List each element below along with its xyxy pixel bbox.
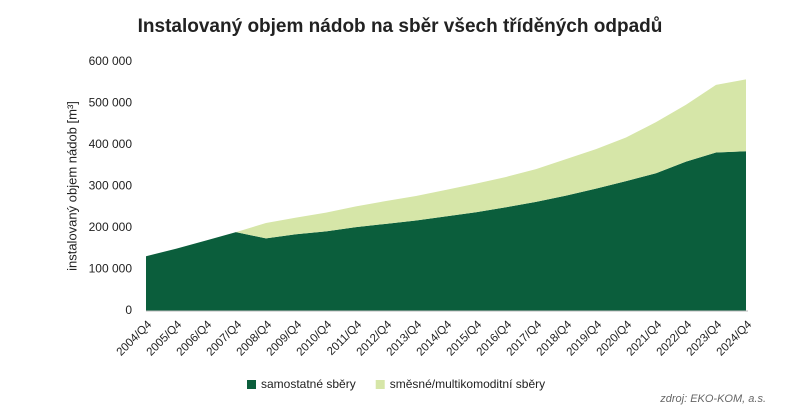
y-axis-label: instalovaný objem nádob [m³] (64, 101, 79, 271)
y-tick-label: 500 000 (89, 96, 133, 110)
legend-label: směsné/multikomoditní sběry (390, 377, 545, 391)
y-tick-label: 100 000 (89, 262, 133, 276)
y-tick-label: 0 (125, 303, 132, 317)
area (146, 151, 746, 311)
legend-swatch (375, 380, 385, 389)
area (146, 79, 746, 257)
legend-swatch (247, 380, 256, 389)
y-tick-label: 200 000 (89, 220, 133, 234)
y-tick-label: 400 000 (89, 137, 133, 151)
source: zdroj: EKO-KOM, a.s. (659, 393, 766, 405)
legend-label: samostatné sběry (261, 377, 356, 391)
y-tick-label: 600 000 (89, 54, 133, 68)
chart-title: Instalovaný objem nádob na sběr všech tř… (138, 16, 663, 37)
y-tick-label: 300 000 (89, 179, 133, 193)
